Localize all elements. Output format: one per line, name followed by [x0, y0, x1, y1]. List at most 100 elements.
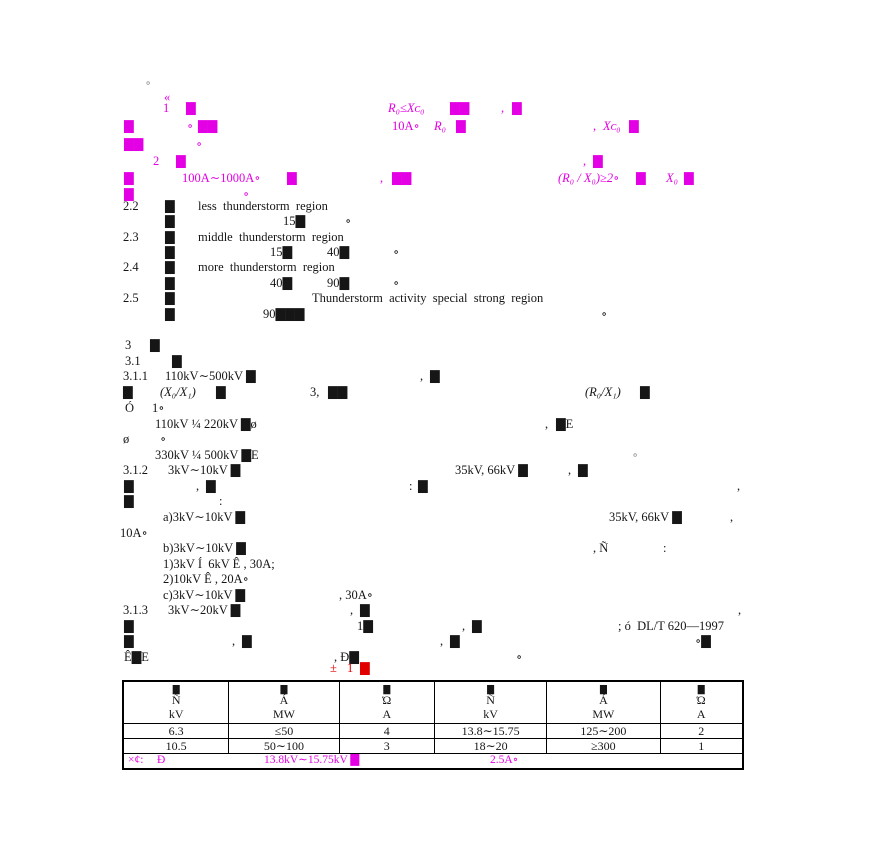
- table-header-letter: Ñ: [171, 693, 181, 707]
- text-segment: ▇: [640, 385, 650, 399]
- text-segment: more thunderstorm region: [198, 260, 335, 274]
- text-line: ▇:: [0, 494, 870, 510]
- text-segment: ø: [123, 432, 130, 446]
- text-segment: R₀: [434, 119, 446, 133]
- text-segment: 110kV ¼ 220kV ▇ø: [155, 417, 257, 431]
- text-segment: ▇: [124, 479, 134, 493]
- text-segment: ,: [593, 119, 597, 133]
- table-cell: ≤50: [229, 724, 340, 738]
- text-segment: ∘: [632, 448, 639, 462]
- text-segment: ▇: [206, 479, 216, 493]
- text-segment: ▇: [593, 154, 603, 168]
- table-cell: 1: [661, 739, 742, 753]
- table-header-unit: A: [696, 707, 706, 721]
- text-line: 2.3 ▇ middle thunderstorm region: [0, 230, 870, 246]
- text-line: ▇, ▇: ▇,: [0, 479, 870, 495]
- text-segment: ∘: [196, 137, 203, 151]
- text-line: ▇▇ ∘: [0, 137, 870, 153]
- text-segment: ∘: [345, 214, 352, 228]
- text-segment: ▇: [165, 307, 175, 321]
- text-segment: 1: [163, 101, 170, 115]
- text-line: ▇ 90▇▇▇ ∘: [0, 307, 870, 323]
- table-header-glyph: ▇: [487, 684, 495, 694]
- table-header-glyph: ▇: [280, 684, 288, 694]
- text-segment: ∘: [145, 76, 152, 90]
- text-segment: Ó: [125, 401, 135, 415]
- text-segment: , Ñ: [593, 541, 609, 555]
- text-segment: ▇: [636, 171, 646, 185]
- text-segment: 40▇: [270, 276, 293, 290]
- text-segment: ▇: [124, 634, 134, 648]
- text-segment: ∘: [516, 650, 523, 664]
- table-header-cell: ▇ Á MW: [547, 682, 661, 723]
- text-line: 2.4 ▇ more thunderstorm region: [0, 260, 870, 276]
- text-line: 3.1 ▇: [0, 354, 870, 370]
- text-segment: , Đ▇: [334, 650, 359, 664]
- text-segment: 3kV∼10kV ▇: [168, 463, 241, 477]
- text-segment: ∘: [243, 187, 250, 201]
- table-cell-value: ≥300: [591, 739, 616, 753]
- text-segment: ▇: [176, 154, 186, 168]
- text-segment: ,: [350, 603, 354, 617]
- text-segment: 3kV∼20kV ▇: [168, 603, 241, 617]
- text-segment: ▇▇: [198, 119, 218, 133]
- table-header-letter: Á: [599, 693, 608, 707]
- table-header-cell: ▇ Ώ A: [340, 682, 435, 723]
- text-segment: a)3kV∼10kV ▇: [163, 510, 246, 524]
- text-line: a)3kV∼10kV ▇ 35kV, 66kV ▇,: [0, 510, 870, 526]
- text-line: 330kV ¼ 500kV ▇E ∘: [0, 448, 870, 464]
- text-segment: ∘▇: [695, 634, 711, 648]
- table-cell: 10.5: [124, 739, 230, 753]
- table-cell-value: 4: [383, 724, 390, 738]
- text-line: 10A∘: [0, 526, 870, 542]
- text-segment: ▇▇: [392, 171, 412, 185]
- text-segment: ,: [501, 101, 505, 115]
- text-segment: ,: [568, 463, 572, 477]
- text-segment: 15▇: [283, 214, 306, 228]
- table-header-cell: ▇ Ώ A: [661, 682, 742, 723]
- text-line: 2 ▇, ▇: [0, 154, 870, 170]
- text-segment: ▇: [172, 354, 182, 368]
- text-segment: ▇: [124, 494, 134, 508]
- text-segment: ▇: [418, 479, 428, 493]
- table-cell: 6.3: [124, 724, 230, 738]
- text-segment: ▇: [124, 619, 134, 633]
- text-segment: 3.1.2: [123, 463, 148, 477]
- table-footnote-row: ×¢: Đ 13.8kV∼15.75kV ▇ 2.5A∘: [124, 754, 742, 768]
- text-segment: ▇: [512, 101, 522, 115]
- text-segment: ▇: [124, 187, 134, 201]
- text-segment: ▇: [360, 603, 370, 617]
- text-segment: ▇: [216, 385, 226, 399]
- text-segment: b)3kV∼10kV ▇: [163, 541, 246, 555]
- text-segment: ∘: [393, 276, 400, 290]
- text-line: Ê▇E , Đ▇ ∘: [0, 650, 870, 666]
- table-header-letter: Ñ: [486, 693, 495, 707]
- text-segment: :: [219, 494, 223, 508]
- text-line: ▇ 1▇, ▇ ; ó DL/T 620—1997: [0, 619, 870, 635]
- text-line: ▇, ▇, ▇ ∘▇: [0, 634, 870, 650]
- table-cell-value: 10.5: [165, 739, 187, 753]
- table-header-letter: Á: [279, 693, 289, 707]
- text-segment: ▇: [578, 463, 588, 477]
- text-segment: 10A∘: [120, 526, 148, 540]
- table-header-cell: ▇ Á MW: [229, 682, 340, 723]
- text-segment: :: [409, 479, 413, 493]
- text-segment: ▇▇: [124, 137, 144, 151]
- text-segment: ,: [462, 619, 466, 633]
- table-cell-value: 125∼200: [580, 724, 627, 738]
- text-line: b)3kV∼10kV ▇ , Ñ:: [0, 541, 870, 557]
- text-segment: 90▇▇▇: [263, 307, 305, 321]
- text-line: ▇ 100A∼1000A∘ ▇, ▇▇ (R₀ / X₀)≥2∘ ▇ X₀ ▇: [0, 171, 870, 187]
- text-segment: ▇: [242, 634, 252, 648]
- text-segment: Xᴄ₀: [603, 119, 621, 133]
- text-segment: ▇: [165, 214, 175, 228]
- text-segment: 90▇: [327, 276, 350, 290]
- text-segment: R₀≤Xᴄ₀: [388, 101, 425, 115]
- text-segment: ,: [196, 479, 200, 493]
- text-segment: :: [663, 541, 667, 555]
- text-line: c)3kV∼10kV ▇ , 30A∘: [0, 588, 870, 604]
- text-segment: 1)3kV Í 6kV Ê , 30A;: [163, 557, 275, 571]
- table-header-glyph: ▇: [697, 684, 705, 694]
- table-header-glyph: ▇: [383, 684, 391, 694]
